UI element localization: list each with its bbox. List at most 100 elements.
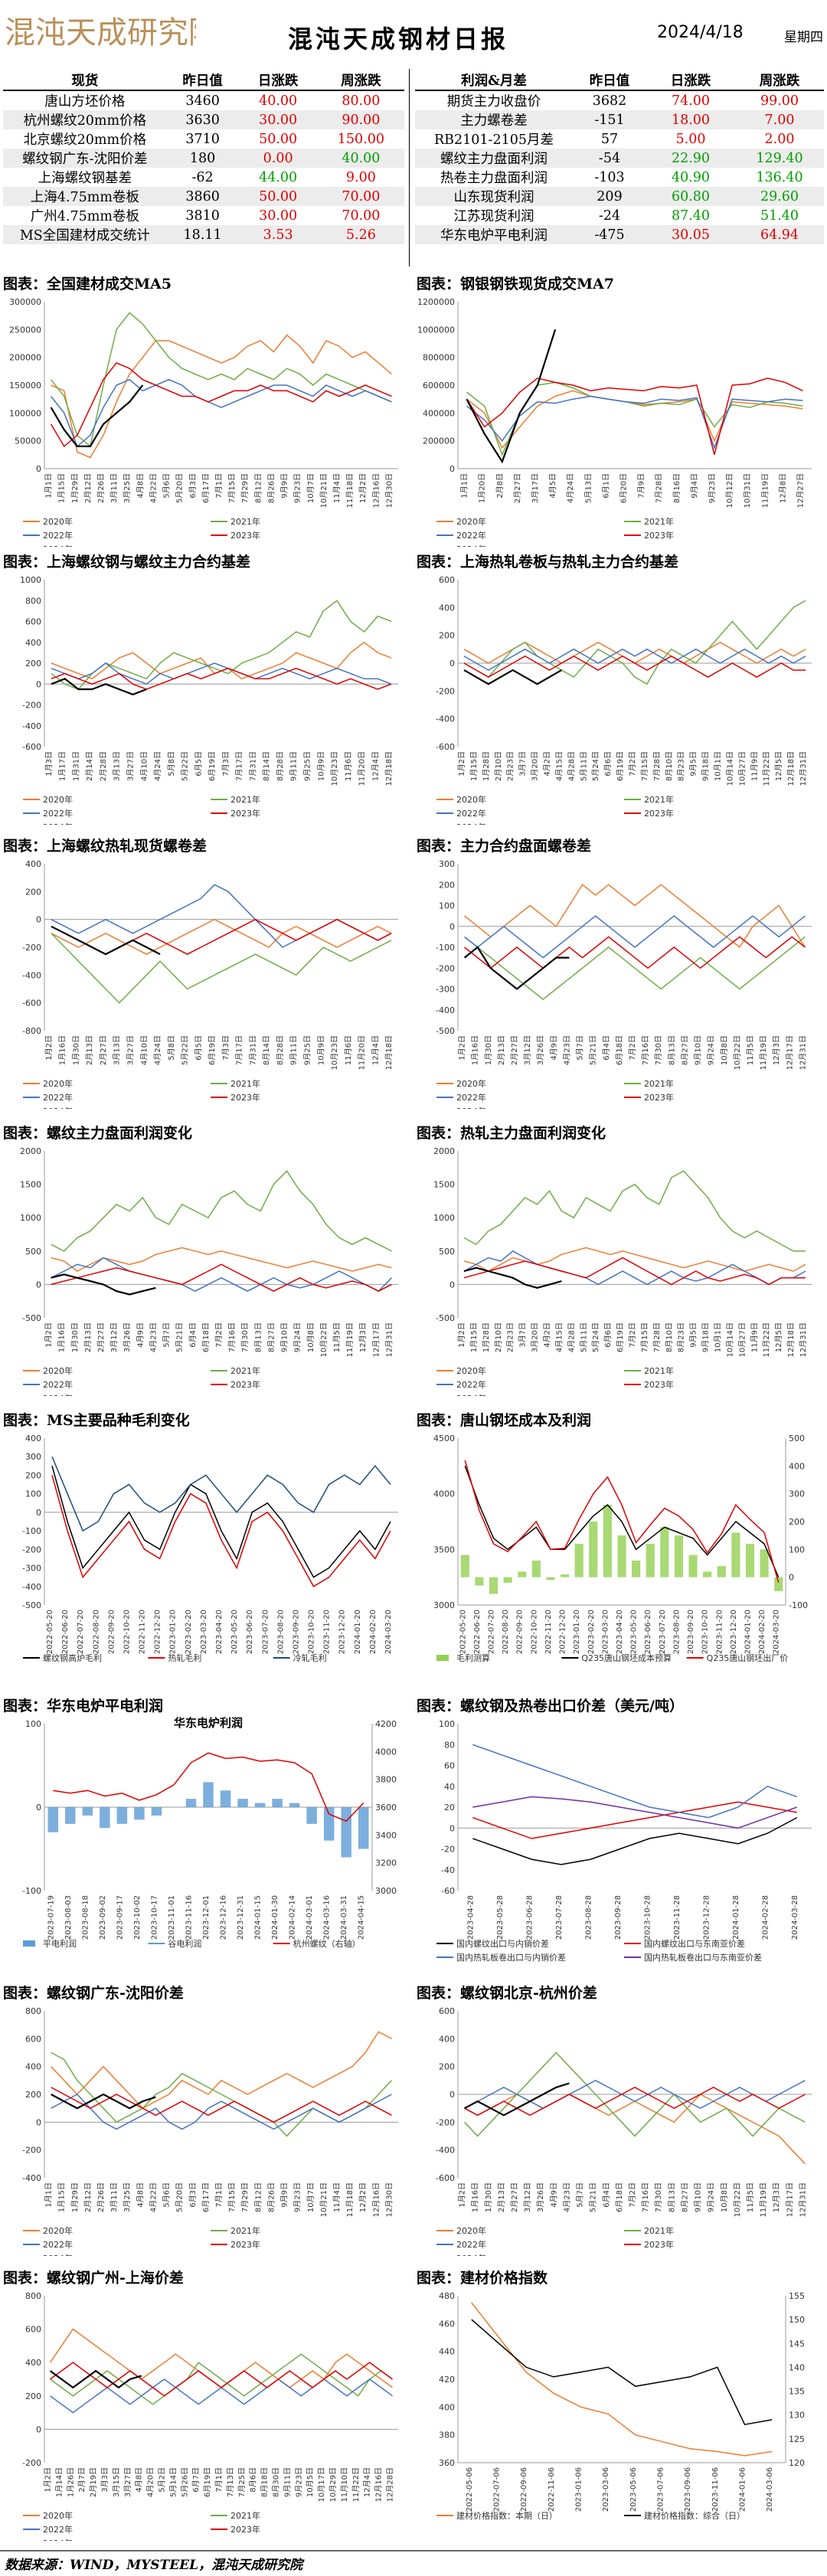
y-tick-label: 800 <box>25 2291 41 2301</box>
legend-label: 2021年 <box>230 2225 260 2236</box>
x-tick-label: 6月18日 <box>615 2182 624 2212</box>
series-line <box>471 2319 773 2426</box>
series-line <box>51 667 392 690</box>
x-tick-label: 4月28日 <box>567 751 576 781</box>
series-line <box>472 1816 798 1865</box>
x-tick-label: 2024-01-28 <box>732 1895 740 1940</box>
x-tick-label: 12月4日 <box>371 751 380 781</box>
x-tick-label: 12月8日 <box>778 473 787 503</box>
bar <box>185 1799 197 1807</box>
y-tick-label: 1200000 <box>417 297 455 307</box>
x-tick-label: 2024-01-15 <box>254 1895 263 1940</box>
footer-divider <box>0 2550 827 2551</box>
series-line <box>464 936 806 1001</box>
table-row: 广州4.75mm卷板 3810 30.00 70.00 <box>3 206 404 225</box>
y-tick-label: 40 <box>444 1782 455 1792</box>
bar <box>489 1577 498 1594</box>
x-tick-label: 8月23日 <box>677 1322 686 1352</box>
chart-c2: 0 200000 400000 600000 800000 1000000 1200000 1… <box>417 297 812 547</box>
legend-label: 2020年 <box>456 2225 486 2236</box>
x-tick-label: 10月12日 <box>725 473 734 508</box>
series-line <box>51 2087 392 2123</box>
y-tick-label: 200 <box>25 887 41 897</box>
legend-label: 2020年 <box>456 794 486 805</box>
x-tick-label: 2月27日 <box>510 2182 519 2212</box>
x-tick-label: 7月29日 <box>240 473 250 503</box>
x-tick-label: 10月21日 <box>319 2182 329 2217</box>
x-tick-label: 8月10日 <box>665 1322 674 1352</box>
x-tick-label: 2023-05-20 <box>230 1610 239 1654</box>
y-tick-label: 600 <box>439 575 455 585</box>
series-line <box>463 648 806 671</box>
series-line <box>51 1466 391 1578</box>
x-tick-label: 10月14日 <box>725 1322 734 1357</box>
x-tick-label: 2月27日 <box>510 1035 519 1065</box>
bar <box>475 1577 484 1586</box>
row-name: 螺纹主力盘面利润 <box>440 152 548 167</box>
x-tick-label: 9月10日 <box>280 1322 289 1352</box>
x-tick-label: 3月12日 <box>523 2182 532 2212</box>
x-tick-label: 10月22日 <box>733 2182 742 2217</box>
legend-label: 2024年 <box>456 2253 486 2256</box>
y-tick-label: 400 <box>25 2358 41 2368</box>
x-tick-label: 9月11日 <box>289 751 299 781</box>
row-week-change: 5.26 <box>345 227 376 243</box>
x-tick-label: 2023-09-20 <box>292 1610 300 1654</box>
row-day-change: 87.40 <box>671 208 711 224</box>
x-tick-label: 3月13日 <box>113 751 122 781</box>
table-row: 江苏现货利润 -24 87.40 51.40 <box>415 206 824 225</box>
x-tick-label: 1月30日 <box>70 1322 80 1352</box>
x-tick-label: 5月2日 <box>157 2467 166 2493</box>
legend-swatch <box>436 1655 449 1661</box>
y-tick-label: -200 <box>436 686 455 696</box>
x-tick-label: 1月15日 <box>469 1322 479 1352</box>
bar <box>65 1807 76 1824</box>
x-tick-label: 6月6日 <box>603 751 613 776</box>
x-tick-label: 7月15日 <box>640 1322 649 1352</box>
series-line <box>463 1250 806 1286</box>
x-tick-label: 1月16日 <box>58 1035 67 1065</box>
chart-title: 图表：上海螺纹钢与螺纹主力合约基差 <box>3 554 251 570</box>
x-tick-label: 5月11日 <box>579 751 588 781</box>
series-line <box>51 884 392 948</box>
row-prev-value: 3682 <box>592 93 627 109</box>
y-tick-label: -400 <box>436 714 455 724</box>
legend-label: 2021年 <box>644 516 674 527</box>
chart-title: 图表：华东电炉平电利润 <box>3 1698 164 1715</box>
y2-tick-label: 120 <box>789 2458 805 2468</box>
chart-panel-c2: 图表：钢银钢铁现货成交MA7 0 200000 400000 600000 800000 1… <box>414 273 812 547</box>
bar <box>760 1549 769 1577</box>
legend-label: 2020年 <box>456 516 486 527</box>
bar <box>688 1554 698 1577</box>
x-tick-label: 5月7日 <box>162 1322 172 1348</box>
x-tick-label: 6月7日 <box>191 2467 201 2493</box>
x-tick-label: 2023-12-20 <box>338 1610 347 1654</box>
x-tick-label: 5月21日 <box>175 1322 185 1352</box>
x-tick-label: 4月24日 <box>153 751 162 781</box>
series-line <box>51 933 392 1004</box>
chart-c6: -500 -400 -300 -200 -100 0 100 200 300 1月2日 1月16日 1… <box>436 859 812 1109</box>
x-tick-label: 2023-06-28 <box>525 1895 534 1940</box>
row-prev-value: 209 <box>597 188 623 204</box>
y-tick-label: 0 <box>36 2424 41 2434</box>
y-tick-label: 200 <box>439 880 455 890</box>
legend-label: 毛利测算 <box>456 1652 490 1663</box>
legend-label: 2024年 <box>456 822 486 825</box>
row-name: 山东现货利润 <box>453 190 534 205</box>
x-tick-label: 2022-05-06 <box>466 2467 474 2512</box>
x-tick-label: 2022-09-20 <box>516 1610 525 1654</box>
x-tick-label: 2022-11-20 <box>139 1610 147 1654</box>
series-line <box>464 884 806 949</box>
y-tick-label: 600 <box>439 2006 455 2016</box>
y-tick-label: 0 <box>449 1280 455 1290</box>
legend-label: 2021年 <box>644 2225 674 2236</box>
row-week-change: 51.40 <box>760 208 799 224</box>
x-tick-label: 10月7日 <box>306 473 315 503</box>
x-tick-label: 12月18日 <box>786 1322 796 1357</box>
y-tick-label: -400 <box>436 1005 455 1015</box>
x-tick-label: 9月9日 <box>280 473 289 499</box>
bar <box>731 1532 740 1577</box>
x-tick-label: 3月25日 <box>123 473 132 503</box>
chart-title: 图表：上海热轧卷板与热轧主力合约基差 <box>417 554 679 570</box>
chart-c4: -600 -400 -200 0 200 400 600 1月2日 1月15日 1月28日 2月10… <box>436 575 812 825</box>
